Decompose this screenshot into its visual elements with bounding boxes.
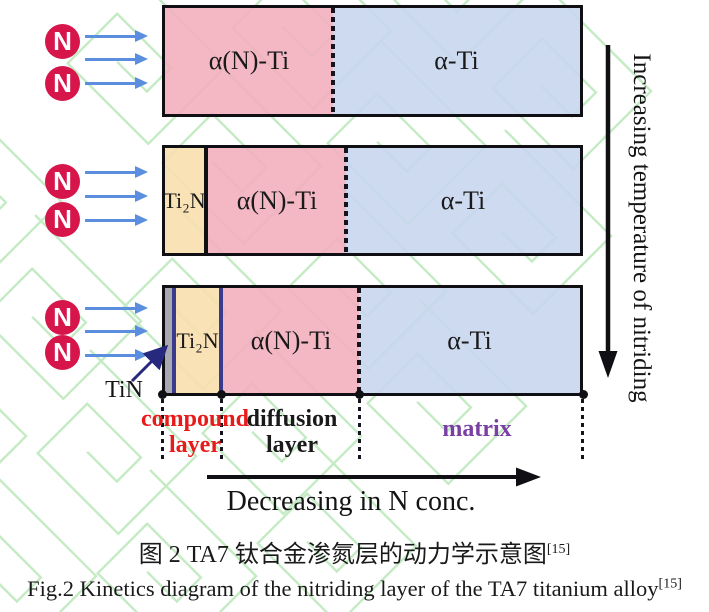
- region-alpha-n-ti: α(N)-Ti: [165, 8, 333, 114]
- region-label: α-Ti: [440, 185, 486, 215]
- nitrogen-atom-icon: N: [45, 202, 80, 237]
- n-concentration-label: Decreasing in N conc.: [226, 486, 476, 517]
- region-label: α(N)-Ti: [250, 325, 332, 355]
- caption-en: Fig.2 Kinetics diagram of the nitriding …: [0, 576, 709, 602]
- zone-label-compound: compound layer: [130, 406, 260, 458]
- zone-guide-dotted-line: [160, 399, 164, 462]
- zone-guide-dotted-line: [357, 399, 361, 462]
- nitrogen-symbol: N: [53, 166, 72, 196]
- interface-dotted-line: [344, 148, 348, 253]
- region-label: α(N)-Ti: [236, 185, 318, 215]
- boundary-dot: [157, 390, 167, 399]
- caption-en-reference: [15]: [658, 576, 682, 592]
- zone-label-line: layer: [169, 432, 221, 458]
- region-label: α-Ti: [447, 325, 492, 355]
- nitrogen-atom-icon: N: [45, 24, 80, 59]
- zone-label-matrix: matrix: [417, 416, 537, 442]
- nitrogen-atom-icon: N: [45, 300, 80, 335]
- nitrogen-symbol: N: [53, 26, 72, 56]
- nitriding-stage-bar-2: Ti₂N α(N)-Ti α-Ti: [162, 145, 583, 256]
- zone-label-diffusion: diffusion layer: [232, 406, 352, 458]
- nitrogen-flux-arrow-icon: [85, 349, 148, 361]
- interface-dotted-line: [331, 8, 335, 114]
- region-ti2n: Ti₂N: [163, 148, 208, 253]
- caption-zh-reference: [15]: [546, 542, 571, 557]
- nitrogen-flux-arrow-icon: [85, 77, 148, 89]
- region-alpha-ti: α-Ti: [333, 8, 580, 114]
- nitrogen-symbol: N: [53, 337, 72, 367]
- zone-label-line: diffusion: [246, 406, 338, 432]
- caption-zh: 图 2 TA7 钛合金渗氮层的动力学示意图[15]: [0, 534, 709, 569]
- nitrogen-flux-arrow-icon: [85, 190, 148, 202]
- nitriding-stage-bar-1: α(N)-Ti α-Ti: [162, 5, 583, 117]
- region-alpha-ti: α-Ti: [359, 288, 580, 393]
- caption-en-text: Fig.2 Kinetics diagram of the nitriding …: [27, 576, 659, 601]
- nitrogen-flux-arrow-icon: [85, 214, 148, 226]
- boundary-dot: [578, 390, 588, 399]
- nitrogen-flux-arrow-icon: [85, 302, 148, 314]
- nitrogen-flux-arrow-icon: [85, 30, 148, 42]
- zone-guide-dotted-line: [580, 399, 584, 462]
- region-label: Ti₂N: [163, 187, 206, 213]
- region-label: Ti₂N: [176, 327, 219, 353]
- zone-label-line: matrix: [442, 416, 512, 442]
- boundary-dot: [216, 390, 226, 399]
- nitrogen-atom-icon: N: [45, 164, 80, 199]
- region-alpha-n-ti: α(N)-Ti: [223, 288, 359, 393]
- nitrogen-flux-arrow-icon: [85, 53, 148, 65]
- region-alpha-ti: α-Ti: [346, 148, 580, 253]
- region-label: α-Ti: [434, 46, 479, 75]
- region-label: α(N)-Ti: [208, 46, 290, 75]
- caption-zh-text: 图 2 TA7 钛合金渗氮层的动力学示意图: [138, 542, 547, 568]
- nitrogen-flux-arrow-icon: [85, 325, 148, 337]
- region-tin-strip: [165, 288, 176, 393]
- nitriding-stage-bar-3: Ti₂N α(N)-Ti α-Ti: [162, 285, 583, 396]
- region-alpha-n-ti: α(N)-Ti: [208, 148, 346, 253]
- zone-label-line: compound: [140, 406, 250, 432]
- nitrogen-symbol: N: [53, 302, 72, 332]
- n-concentration-arrowhead-icon: [516, 467, 541, 487]
- zone-label-line: layer: [266, 432, 318, 458]
- interface-dotted-line: [357, 288, 361, 393]
- temperature-arrowhead-icon: [598, 351, 618, 378]
- nitrogen-atom-icon: N: [45, 66, 80, 101]
- region-ti2n: Ti₂N: [176, 288, 223, 393]
- nitrogen-symbol: N: [53, 68, 72, 98]
- nitrogen-symbol: N: [53, 204, 72, 234]
- tin-callout-label: TiN: [105, 377, 143, 403]
- zone-guide-dotted-line: [219, 399, 223, 462]
- nitrogen-flux-arrow-icon: [85, 166, 148, 178]
- temperature-axis-label: Increasing temperature of nitriding: [628, 53, 655, 403]
- nitrogen-atom-icon: N: [45, 335, 80, 370]
- boundary-dot: [354, 390, 364, 399]
